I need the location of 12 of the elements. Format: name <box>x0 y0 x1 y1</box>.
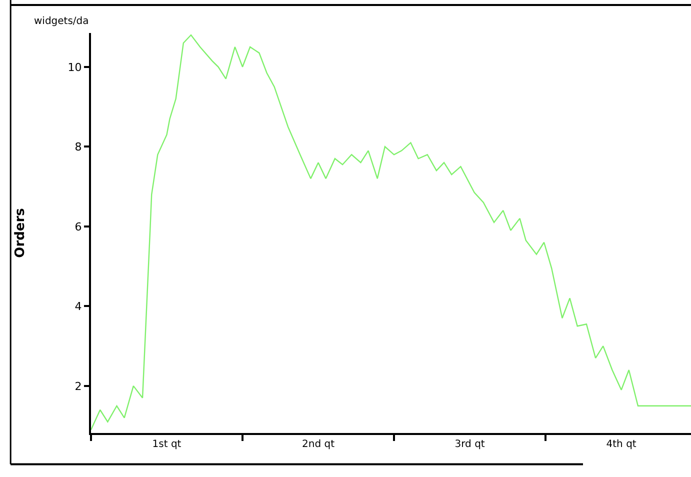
x-tick-label: 1st qt <box>152 439 182 450</box>
text: widgets/da <box>34 16 89 27</box>
y-tick-label: 4 <box>74 300 82 314</box>
line-series <box>91 34 691 430</box>
y-tick-label: 10 <box>68 60 82 74</box>
x-tick-label: 4th qt <box>606 439 636 450</box>
y-tick-label: 6 <box>74 220 82 234</box>
x-tick-label: 2nd qt <box>302 439 335 450</box>
y-axis-title: Orders <box>13 208 28 258</box>
y-tick-label: 8 <box>74 140 82 154</box>
x-tick-label: 3rd qt <box>454 439 485 450</box>
y-tick-label: 2 <box>74 380 82 393</box>
